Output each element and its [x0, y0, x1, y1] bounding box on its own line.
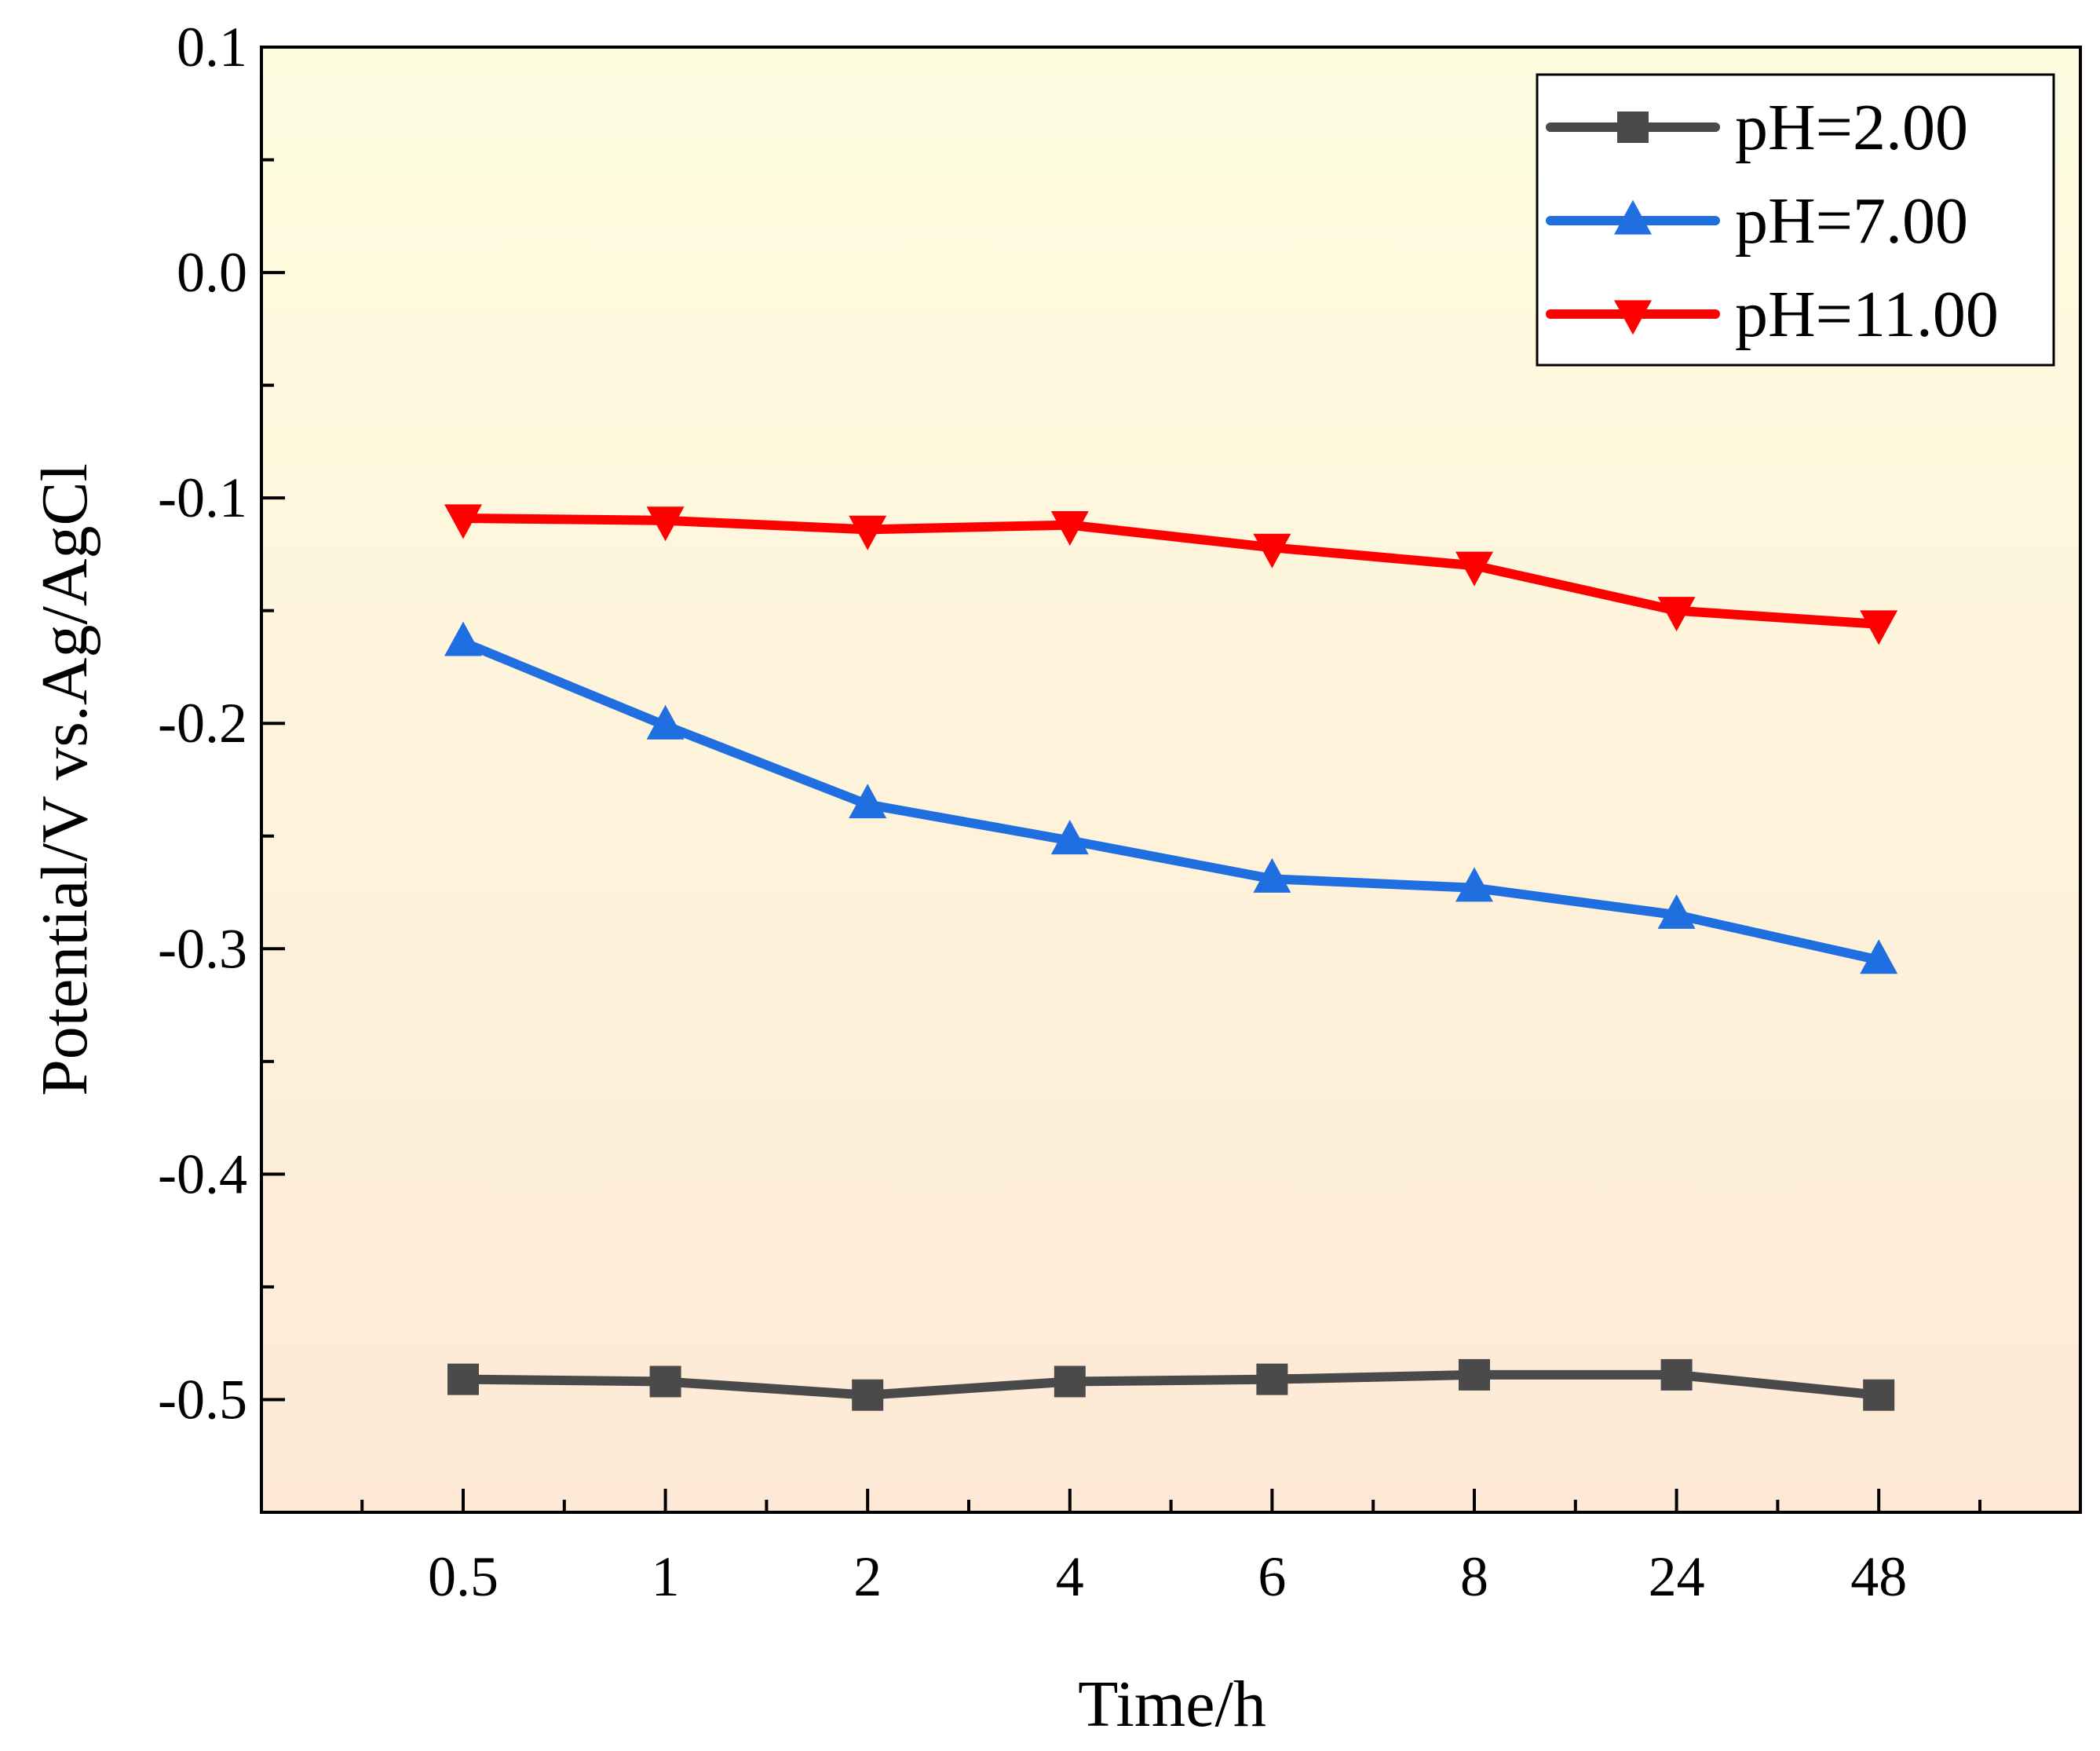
x-tick-label: 2 [853, 1545, 882, 1608]
legend-label: pH=2.00 [1735, 91, 1968, 164]
data-point [1050, 820, 1089, 855]
x-tick-label: 0.5 [428, 1545, 499, 1608]
data-point [444, 621, 482, 656]
legend-label: pH=11.00 [1735, 278, 1999, 351]
series-layer [444, 504, 1898, 1411]
data-point [649, 1365, 681, 1398]
x-tick-label: 4 [1056, 1545, 1084, 1608]
y-tick-label: -0.4 [158, 1142, 247, 1205]
data-point [1459, 1358, 1490, 1391]
y-axis-title: Potential/V vs.Ag/AgCl [28, 463, 101, 1096]
legend-marker [1617, 111, 1649, 143]
x-axis-title: Time/h [1078, 1668, 1266, 1741]
data-point [1657, 894, 1696, 929]
x-tick-label: 24 [1649, 1545, 1705, 1608]
data-point [444, 504, 482, 539]
y-tick-label: -0.3 [158, 917, 247, 980]
data-point [849, 515, 887, 550]
data-point [849, 784, 887, 819]
data-point [1054, 1365, 1086, 1398]
data-point [447, 1363, 479, 1395]
y-axis-tick-labels: 0.1 0.0 -0.1 -0.2 -0.3 -0.4 -0.5 [158, 16, 247, 1431]
data-point [1253, 533, 1291, 568]
legend-label: pH=7.00 [1735, 185, 1968, 258]
data-point [1455, 551, 1493, 587]
legend: pH=2.00 pH=7.00 pH=11.00 [1536, 73, 2055, 367]
series-line [458, 1369, 1884, 1400]
plot-frame [260, 46, 2082, 1514]
x-tick-label: 6 [1258, 1545, 1286, 1608]
x-axis-ticks [360, 1489, 1981, 1512]
data-point [646, 704, 685, 740]
data-point [1256, 1363, 1288, 1395]
data-point [646, 506, 685, 542]
legend-marker [1614, 199, 1652, 235]
data-point [1860, 939, 1898, 974]
data-point [1253, 857, 1291, 893]
legend-marker [1614, 300, 1652, 335]
data-point [1863, 1379, 1895, 1411]
series-3 [444, 504, 1898, 645]
y-tick-label: -0.1 [158, 466, 247, 529]
x-tick-label: 48 [1850, 1545, 1907, 1608]
series-1 [447, 1358, 1895, 1411]
data-point [1657, 597, 1696, 632]
data-point [1455, 867, 1493, 902]
series-line [458, 513, 1884, 629]
x-axis-tick-labels: 0.5 1 2 4 6 8 24 48 [428, 1545, 1907, 1608]
data-point [1050, 511, 1089, 547]
data-point [1860, 610, 1898, 645]
series-line [458, 637, 1884, 965]
y-tick-label: -0.2 [158, 692, 247, 755]
x-tick-label: 8 [1460, 1545, 1488, 1608]
data-point [1660, 1358, 1693, 1391]
y-tick-label: -0.5 [158, 1368, 247, 1431]
x-tick-label: 1 [652, 1545, 680, 1608]
y-tick-label: 0.0 [177, 241, 247, 304]
data-point [852, 1379, 884, 1411]
series-2 [444, 621, 1898, 974]
y-tick-label: 0.1 [177, 16, 247, 79]
